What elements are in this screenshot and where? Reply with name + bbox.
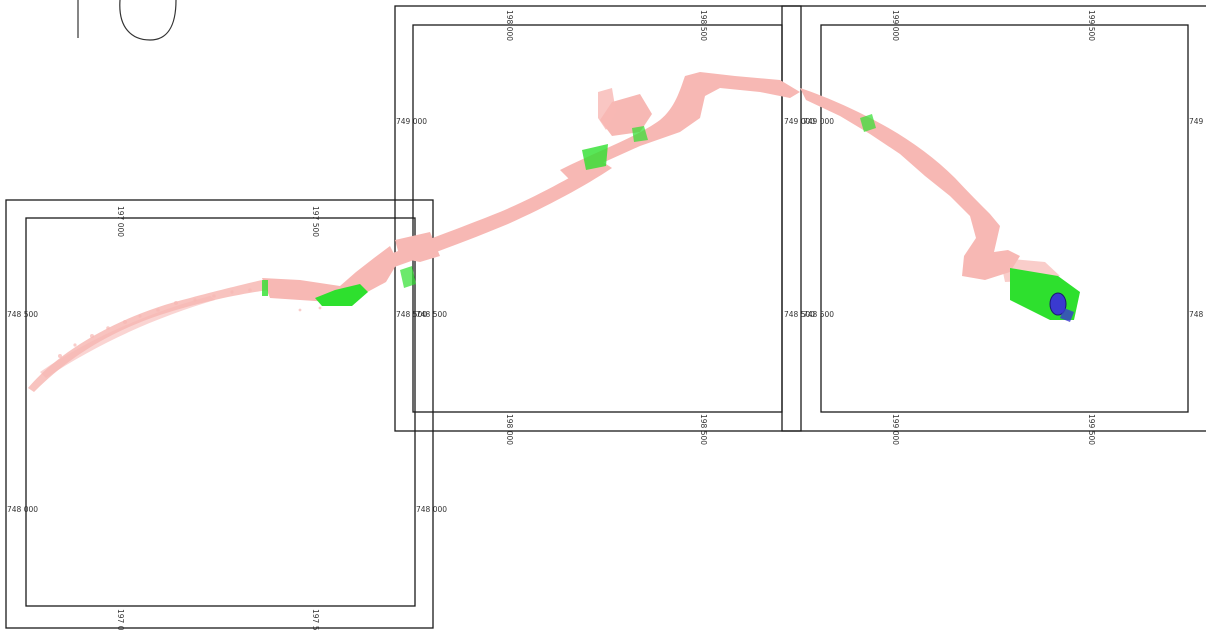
right-top-x1: 199 000 bbox=[891, 10, 900, 41]
left-east-y-748500: 748 500 bbox=[416, 310, 447, 319]
flood-extent-pink bbox=[28, 72, 1060, 392]
sheet-right-outer-frame bbox=[781, 5, 1206, 432]
right-west-y-748500: 748 500 bbox=[803, 310, 834, 319]
flood-extent-green bbox=[262, 114, 1080, 320]
left-top-x2: 197 500 bbox=[311, 206, 320, 237]
middle-bottom-x1: 198 000 bbox=[505, 414, 514, 445]
left-west-y-748500: 748 500 bbox=[7, 310, 38, 319]
left-west-y-748000: 748 000 bbox=[7, 505, 38, 514]
map-sheet-middle bbox=[394, 5, 802, 432]
left-bottom-x2: 197 500 bbox=[311, 609, 320, 630]
right-east-y-749000: 749 000 bbox=[1189, 117, 1206, 126]
middle-top-x1: 198 000 bbox=[505, 10, 514, 41]
right-bottom-x2: 199 500 bbox=[1087, 414, 1096, 445]
sheet-left-outer-frame bbox=[5, 199, 434, 629]
sheet-right-inner-frame bbox=[820, 24, 1189, 413]
right-bottom-x1: 199 000 bbox=[891, 414, 900, 445]
right-west-y-749000: 749 000 bbox=[803, 117, 834, 126]
sheet-number-glyph bbox=[77, 0, 177, 41]
right-east-y-748500: 748 500 bbox=[1189, 310, 1206, 319]
middle-top-x2: 198 500 bbox=[699, 10, 708, 41]
left-top-x1: 197 000 bbox=[116, 206, 125, 237]
sheet-middle-outer-frame bbox=[394, 5, 802, 432]
right-top-x2: 199 500 bbox=[1087, 10, 1096, 41]
middle-west-y-749000: 749 000 bbox=[396, 117, 427, 126]
middle-east-y-748500: 748 500 bbox=[784, 310, 815, 319]
left-east-y-748000: 748 000 bbox=[416, 505, 447, 514]
left-bottom-x1: 197 000 bbox=[116, 609, 125, 630]
flood-extent-blue bbox=[1049, 292, 1074, 322]
middle-west-y-748500: 748 500 bbox=[396, 310, 427, 319]
middle-bottom-x2: 198 500 bbox=[699, 414, 708, 445]
map-sheet-right bbox=[781, 5, 1206, 432]
middle-east-y-749000: 749 000 bbox=[784, 117, 815, 126]
